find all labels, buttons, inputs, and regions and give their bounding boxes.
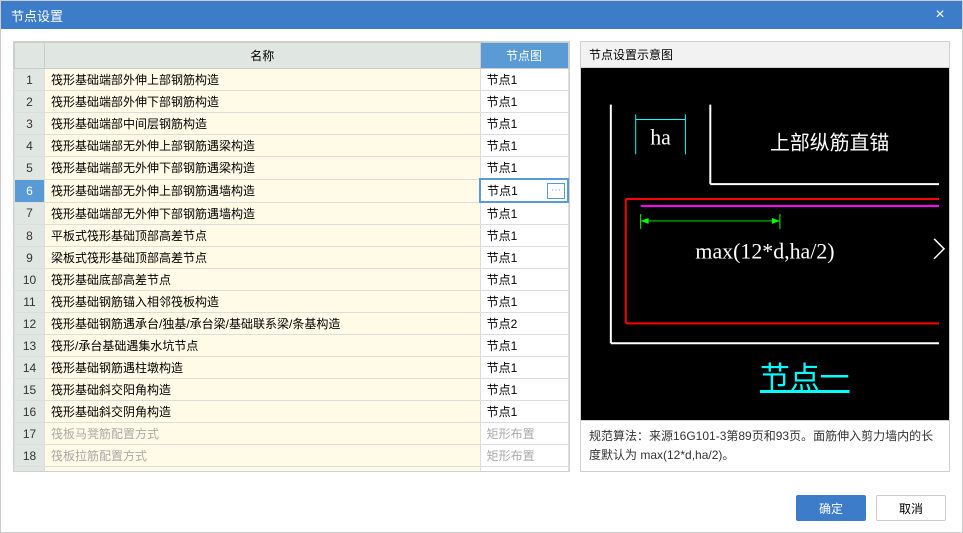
content-area: 名称 节点图 1筏形基础端部外伸上部钢筋构造节点12筏形基础端部外伸下部钢筋构造…	[1, 29, 962, 484]
row-number: 9	[15, 247, 45, 269]
row-number: 5	[15, 157, 45, 180]
table-row[interactable]: 12筏形基础钢筋遇承台/独基/承台梁/基础联系梁/条基构造节点2	[15, 313, 569, 335]
table-row[interactable]: 11筏形基础钢筋锚入相邻筏板构造节点1	[15, 291, 569, 313]
row-name[interactable]: 筏形基础端部无外伸上部钢筋遇梁构造	[45, 135, 481, 157]
table-row[interactable]: 1筏形基础端部外伸上部钢筋构造节点1	[15, 69, 569, 91]
table-row[interactable]: 9梁板式筏形基础顶部高差节点节点1	[15, 247, 569, 269]
row-number: 18	[15, 445, 45, 467]
row-number: 14	[15, 357, 45, 379]
table-row[interactable]: 13筏形/承台基础遇集水坑节点节点1	[15, 335, 569, 357]
dialog-window: 节点设置 × 名称 节点图 1筏形基础端部外伸上部钢筋构造节点12筏形基础端部外…	[0, 0, 963, 533]
row-number: 8	[15, 225, 45, 247]
row-value[interactable]: 节点1	[480, 225, 568, 247]
footer: 确定 取消	[1, 484, 962, 532]
row-number: 11	[15, 291, 45, 313]
row-name[interactable]: 筏形基础端部无外伸下部钢筋遇墙构造	[45, 202, 481, 225]
diagram-svg: ha 上部纵筋直锚 max(12*d,ha/2)	[581, 68, 949, 420]
row-value[interactable]: 节点1	[480, 335, 568, 357]
row-value[interactable]: 节点1	[480, 291, 568, 313]
ellipsis-icon[interactable]: ⋯	[547, 183, 565, 199]
table-row[interactable]: 7筏形基础端部无外伸下部钢筋遇墙构造节点1	[15, 202, 569, 225]
row-name[interactable]: 筏形基础斜交阴角构造	[45, 401, 481, 423]
row-number: 17	[15, 423, 45, 445]
row-name[interactable]: 筏形基础底部高差节点	[45, 269, 481, 291]
row-number: 4	[15, 135, 45, 157]
row-value[interactable]: 节点1	[480, 247, 568, 269]
header-rownum	[15, 43, 45, 69]
row-name[interactable]: 筏形基础端部外伸上部钢筋构造	[45, 69, 481, 91]
row-name[interactable]: 筏板马凳筋配置方式	[45, 423, 481, 445]
row-number: 16	[15, 401, 45, 423]
table-row[interactable]: 2筏形基础端部外伸下部钢筋构造节点1	[15, 91, 569, 113]
row-number: 12	[15, 313, 45, 335]
row-value[interactable]: 矩形布置	[480, 423, 568, 445]
row-number: 6	[15, 179, 45, 202]
row-name[interactable]: 筏形基础端部中间层钢筋构造	[45, 113, 481, 135]
row-value[interactable]: 节点1	[480, 269, 568, 291]
titlebar: 节点设置 ×	[1, 1, 962, 29]
row-name[interactable]: 筏形基础端部无外伸下部钢筋遇梁构造	[45, 157, 481, 180]
table-row[interactable]: 6筏形基础端部无外伸上部钢筋遇墙构造节点1⋯	[15, 179, 569, 202]
row-value[interactable]: 矩形布置	[480, 445, 568, 467]
row-value[interactable]: 节点1	[480, 401, 568, 423]
header-value[interactable]: 节点图	[480, 43, 568, 69]
row-number: 2	[15, 91, 45, 113]
row-number: 3	[15, 113, 45, 135]
row-value[interactable]: 节点1	[480, 135, 568, 157]
close-icon[interactable]: ×	[928, 6, 952, 24]
diagram-note: 规范算法：来源16G101-3第89页和93页。面筋伸入剪力墙内的长度默认为 m…	[581, 420, 949, 471]
header-name[interactable]: 名称	[45, 43, 481, 69]
window-title: 节点设置	[11, 6, 63, 25]
table-row[interactable]: 10筏形基础底部高差节点节点1	[15, 269, 569, 291]
row-name[interactable]: 筏形基础斜交阳角构造	[45, 379, 481, 401]
row-value[interactable]: 节点1⋯	[480, 179, 568, 202]
diagram-label: 节点设置示意图	[581, 42, 949, 68]
table-row[interactable]: 14筏形基础钢筋遇柱墩构造节点1	[15, 357, 569, 379]
row-number: 13	[15, 335, 45, 357]
table-row[interactable]: 4筏形基础端部无外伸上部钢筋遇梁构造节点1	[15, 135, 569, 157]
table-row[interactable]: 17筏板马凳筋配置方式矩形布置	[15, 423, 569, 445]
row-value[interactable]: 节点1	[480, 467, 568, 473]
row-name[interactable]: 筏形基础钢筋遇承台/独基/承台梁/基础联系梁/条基构造	[45, 313, 481, 335]
diagram-formula: max(12*d,ha/2)	[695, 240, 834, 264]
row-value[interactable]: 节点1	[480, 202, 568, 225]
cancel-button[interactable]: 取消	[876, 495, 946, 521]
table-row[interactable]: 3筏形基础端部中间层钢筋构造节点1	[15, 113, 569, 135]
diagram-bottom-text: 节点一	[760, 362, 849, 395]
table-row[interactable]: 18筏板拉筋配置方式矩形布置	[15, 445, 569, 467]
diagram-top-text: 上部纵筋直锚	[770, 132, 889, 154]
row-value[interactable]: 节点2	[480, 313, 568, 335]
row-name[interactable]: 筏形基础端部外伸下部钢筋构造	[45, 91, 481, 113]
diagram-panel: 节点设置示意图 ha 上部纵筋直锚	[580, 41, 950, 472]
row-number: 1	[15, 69, 45, 91]
diagram-area: ha 上部纵筋直锚 max(12*d,ha/2)	[581, 68, 949, 420]
row-number: 15	[15, 379, 45, 401]
row-number: 10	[15, 269, 45, 291]
row-name[interactable]: 筏形基础钢筋遇柱墩构造	[45, 357, 481, 379]
table-row[interactable]: 15筏形基础斜交阳角构造节点1	[15, 379, 569, 401]
settings-table: 名称 节点图 1筏形基础端部外伸上部钢筋构造节点12筏形基础端部外伸下部钢筋构造…	[14, 42, 569, 472]
row-value[interactable]: 节点1	[480, 157, 568, 180]
row-value[interactable]: 节点1	[480, 91, 568, 113]
table-row[interactable]: 19承台底筋锚入防水底板构造节点1	[15, 467, 569, 473]
row-name[interactable]: 梁板式筏形基础顶部高差节点	[45, 247, 481, 269]
ok-button[interactable]: 确定	[796, 495, 866, 521]
row-name[interactable]: 承台底筋锚入防水底板构造	[45, 467, 481, 473]
row-name[interactable]: 筏形基础钢筋锚入相邻筏板构造	[45, 291, 481, 313]
row-value[interactable]: 节点1	[480, 357, 568, 379]
table-row[interactable]: 16筏形基础斜交阴角构造节点1	[15, 401, 569, 423]
row-number: 19	[15, 467, 45, 473]
table-row[interactable]: 8平板式筏形基础顶部高差节点节点1	[15, 225, 569, 247]
row-name[interactable]: 平板式筏形基础顶部高差节点	[45, 225, 481, 247]
row-number: 7	[15, 202, 45, 225]
table-row[interactable]: 5筏形基础端部无外伸下部钢筋遇梁构造节点1	[15, 157, 569, 180]
row-name[interactable]: 筏形基础端部无外伸上部钢筋遇墙构造	[45, 179, 481, 202]
table-panel: 名称 节点图 1筏形基础端部外伸上部钢筋构造节点12筏形基础端部外伸下部钢筋构造…	[13, 41, 570, 472]
row-name[interactable]: 筏形/承台基础遇集水坑节点	[45, 335, 481, 357]
row-name[interactable]: 筏板拉筋配置方式	[45, 445, 481, 467]
row-value[interactable]: 节点1	[480, 113, 568, 135]
row-value[interactable]: 节点1	[480, 69, 568, 91]
row-value[interactable]: 节点1	[480, 379, 568, 401]
diagram-ha-text: ha	[650, 125, 671, 149]
